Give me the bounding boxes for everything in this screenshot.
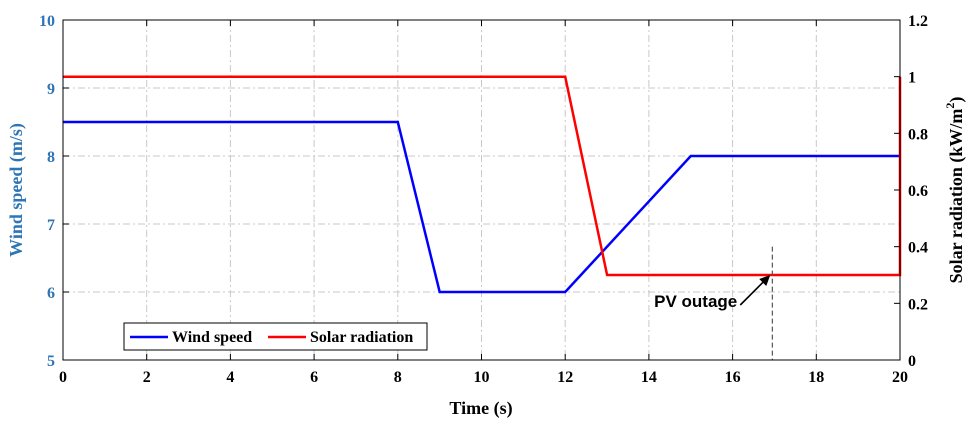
right-y-tick-label: 0.4 xyxy=(908,240,928,257)
x-tick-label: 8 xyxy=(394,369,402,386)
right-y-tick-label: 0.2 xyxy=(908,296,928,313)
right-y-axis-label-base: Solar radiation (kW/m xyxy=(946,109,967,284)
right-y-axis-label-sup: 2 xyxy=(943,103,957,109)
legend: Wind speed Solar radiation xyxy=(123,322,428,351)
right-y-tick-label: 0.6 xyxy=(908,183,928,200)
series-line-wind-speed xyxy=(63,120,900,294)
left-y-tick-label: 8 xyxy=(47,149,55,166)
legend-label-wind-speed: Wind speed xyxy=(172,329,252,346)
right-y-axis-label-tail: ) xyxy=(946,97,967,103)
left-y-axis: 5 6 7 8 9 10 xyxy=(39,13,69,370)
x-tick-label: 0 xyxy=(59,369,67,386)
left-y-axis-label: Wind speed (m/s) xyxy=(6,123,27,257)
legend-label-solar-radiation: Solar radiation xyxy=(310,329,413,346)
left-y-tick-label: 7 xyxy=(47,217,55,234)
right-y-tick-label: 0 xyxy=(908,353,916,370)
x-tick-label: 4 xyxy=(226,369,234,386)
right-y-axis-label: Solar radiation (kW/m2) xyxy=(943,97,967,284)
x-tick-label: 10 xyxy=(474,369,490,386)
right-y-tick-label: 1 xyxy=(908,70,916,87)
x-axis-label: Time (s) xyxy=(449,398,512,419)
left-y-tick-label: 5 xyxy=(47,353,55,370)
annotation-group: PV outage xyxy=(654,246,773,360)
right-y-tick-label: 0.8 xyxy=(908,126,928,143)
right-y-tick-label: 1.2 xyxy=(908,13,928,30)
x-tick-label: 2 xyxy=(143,369,151,386)
x-tick-label: 12 xyxy=(557,369,573,386)
x-tick-label: 6 xyxy=(310,369,318,386)
left-y-tick-label: 6 xyxy=(47,285,55,302)
right-y-axis: 0 0.2 0.4 0.6 0.8 1 1.2 xyxy=(894,13,928,370)
x-tick-label: 14 xyxy=(641,369,657,386)
x-tick-label: 20 xyxy=(892,369,908,386)
left-y-tick-label: 9 xyxy=(47,81,55,98)
pv-outage-arrow-head xyxy=(759,275,771,286)
x-tick-label: 18 xyxy=(808,369,824,386)
pv-outage-label: PV outage xyxy=(654,292,737,311)
x-axis: 0 2 4 6 8 10 12 14 16 18 20 xyxy=(59,20,908,386)
x-tick-label: 16 xyxy=(725,369,741,386)
left-y-tick-label: 10 xyxy=(39,13,55,30)
